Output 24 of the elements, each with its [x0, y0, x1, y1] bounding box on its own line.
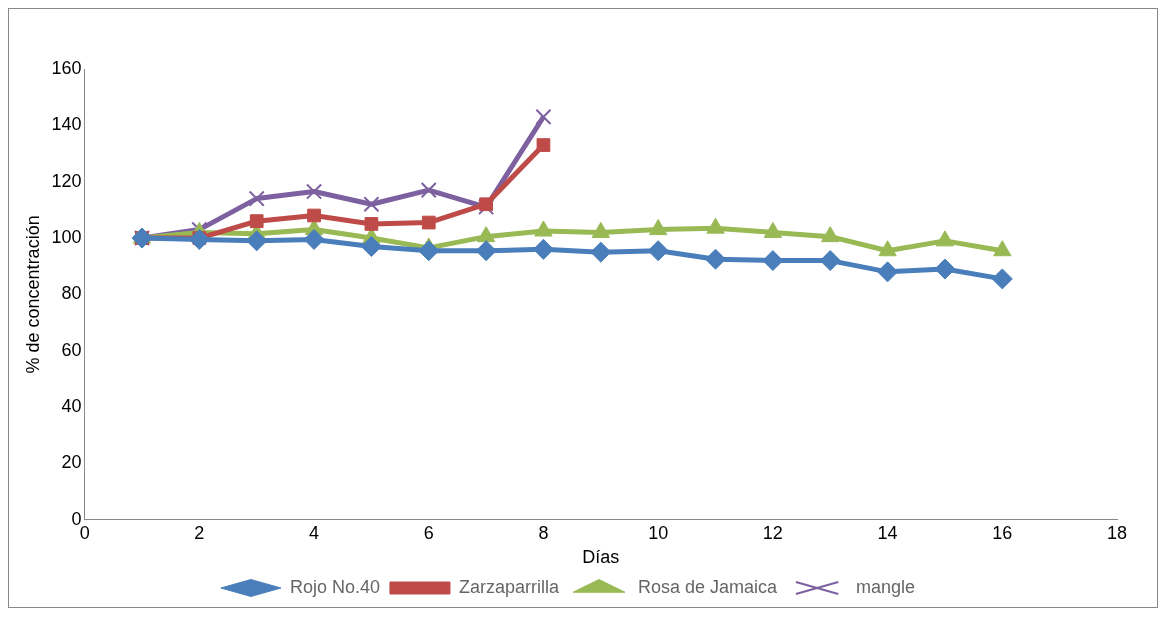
y-tick-label: 60 — [61, 339, 82, 360]
x-tick-label: 4 — [309, 522, 320, 543]
x-tick-label: 16 — [992, 522, 1013, 543]
y-tick-label: 160 — [51, 57, 82, 78]
y-tick-label: 100 — [51, 227, 82, 248]
legend-label: Rosa de Jamaica — [637, 576, 779, 597]
x-tick-label: 10 — [648, 522, 669, 543]
legend-label: mangle — [856, 576, 916, 597]
x-tick-label: 6 — [423, 522, 434, 543]
y-tick-label: 120 — [51, 170, 82, 191]
x-tick-label: 8 — [538, 522, 549, 543]
legend-label: Rojo No.40 — [289, 576, 380, 597]
x-tick-label: 12 — [762, 522, 783, 543]
x-tick-label: 14 — [877, 522, 898, 543]
x-axis-title: Días — [582, 547, 620, 568]
legend-label: Zarzaparrilla — [458, 576, 560, 597]
y-axis-title: % de concentración — [22, 215, 43, 374]
y-tick-label: 40 — [61, 396, 82, 417]
y-tick-label: 20 — [61, 452, 82, 473]
y-tick-label: 140 — [51, 114, 82, 135]
y-tick-label: 0 — [71, 508, 82, 529]
x-tick-label: 18 — [1106, 522, 1128, 543]
x-tick-label: 2 — [194, 522, 205, 543]
y-tick-label: 80 — [61, 283, 82, 304]
